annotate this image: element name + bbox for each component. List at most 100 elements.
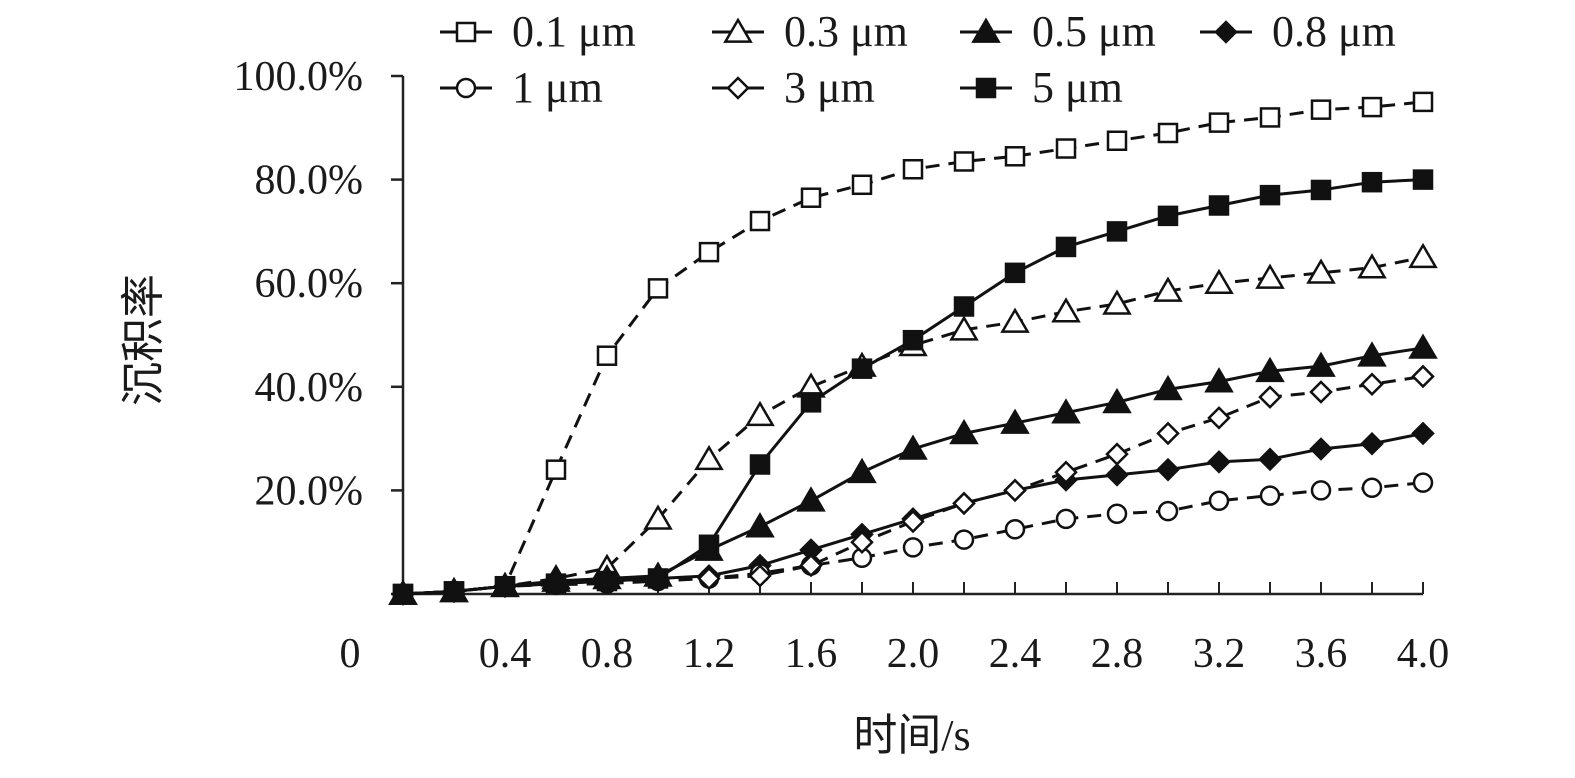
legend-item-1: 0.3 μm [712, 7, 908, 56]
legend-marker [723, 17, 753, 43]
legend-marker [975, 77, 997, 99]
y-tick-label: 100.0% [234, 54, 364, 100]
data-point [392, 583, 414, 605]
data-point [1208, 112, 1230, 133]
data-point [1361, 96, 1383, 118]
legend-marker [726, 76, 750, 100]
data-point [1055, 138, 1077, 159]
data-point [745, 400, 775, 427]
y-axis-title: 沉积率 [119, 274, 168, 406]
data-point [1306, 258, 1336, 284]
legend-marker [455, 21, 477, 43]
data-point [1153, 276, 1183, 302]
data-point [545, 573, 567, 594]
y-tick-label: 40.0% [255, 365, 364, 411]
data-point [1357, 341, 1387, 367]
data-point [1258, 385, 1282, 409]
data-point [1361, 477, 1383, 499]
legend-marker [971, 17, 1001, 43]
data-point [901, 509, 925, 534]
data-point [1105, 463, 1129, 487]
data-point [949, 315, 979, 341]
data-point [1412, 91, 1434, 113]
data-point [1204, 367, 1234, 393]
data-point [799, 553, 823, 578]
legend-marker [1214, 20, 1238, 44]
y-tick-label: 60.0% [255, 261, 364, 307]
data-point [953, 296, 975, 317]
series-line [402, 255, 1424, 596]
legend-item-2: 0.5 μm [960, 7, 1156, 56]
data-point [748, 564, 772, 588]
data-point [1105, 442, 1129, 466]
data-point [1207, 450, 1231, 474]
legend-label: 0.5 μm [1032, 7, 1156, 56]
data-point [1156, 457, 1180, 482]
x-tick-label: 0.8 [581, 631, 634, 677]
legend-marker [455, 77, 477, 99]
data-point [643, 504, 673, 530]
data-point [1003, 478, 1027, 503]
data-point [1204, 268, 1234, 295]
data-point [1156, 421, 1180, 446]
x-tick-label: 1.2 [683, 631, 736, 677]
data-point [850, 530, 874, 554]
data-point [1255, 356, 1285, 383]
legend-item-4: 1 μm [440, 63, 603, 112]
x-axis-title: 时间/s [853, 711, 970, 760]
x-origin-label: 0 [340, 631, 361, 677]
plot-area [388, 91, 1438, 606]
data-point [698, 241, 720, 263]
data-point [1000, 307, 1030, 333]
data-point [800, 187, 822, 208]
data-point [1357, 253, 1387, 279]
x-tick-label: 2.4 [989, 631, 1042, 677]
data-point [749, 454, 771, 475]
data-point [800, 392, 822, 413]
data-point [902, 329, 924, 351]
data-point [1360, 432, 1384, 456]
x-tick-label: 3.6 [1295, 631, 1348, 677]
data-point [1055, 236, 1077, 258]
data-point [1004, 519, 1026, 540]
data-point [1259, 485, 1281, 506]
data-point [847, 457, 877, 484]
data-point [1106, 503, 1128, 524]
data-point [1258, 447, 1282, 472]
data-point [443, 581, 465, 602]
data-point [1157, 122, 1179, 144]
data-point [745, 512, 775, 538]
x-tick-label: 4.0 [1397, 631, 1450, 677]
x-tick-label: 0.4 [479, 631, 532, 677]
data-point [1255, 263, 1285, 289]
data-point [1208, 490, 1230, 512]
legend-item-3: 0.8 μm [1200, 7, 1396, 56]
data-point [1207, 406, 1231, 430]
data-point [1102, 289, 1132, 315]
series-line [402, 374, 1424, 596]
legend-label: 3 μm [784, 63, 875, 112]
data-point [698, 534, 720, 556]
data-point [1106, 221, 1128, 242]
data-point [1310, 480, 1332, 501]
data-point [1051, 297, 1081, 323]
data-point [1408, 242, 1438, 269]
legend-label: 0.1 μm [512, 7, 636, 56]
data-point [1157, 500, 1179, 522]
data-point [1157, 205, 1179, 227]
data-point [1102, 387, 1132, 414]
data-point [1208, 195, 1230, 216]
series-6 [392, 169, 1434, 605]
data-point [697, 566, 721, 591]
data-point [1361, 171, 1383, 193]
data-point [1000, 408, 1030, 434]
data-point [1051, 398, 1081, 424]
data-point [796, 486, 826, 512]
data-point [898, 434, 928, 460]
data-point [749, 210, 771, 232]
data-point [545, 459, 567, 480]
data-point [647, 568, 669, 589]
tick-labels: 20.0% 40.0% 60.0% 80.0% 100.0% 0 0.4 0.8 1.2 1.6 2… [234, 54, 1450, 677]
x-tick-label: 1.6 [785, 631, 838, 677]
